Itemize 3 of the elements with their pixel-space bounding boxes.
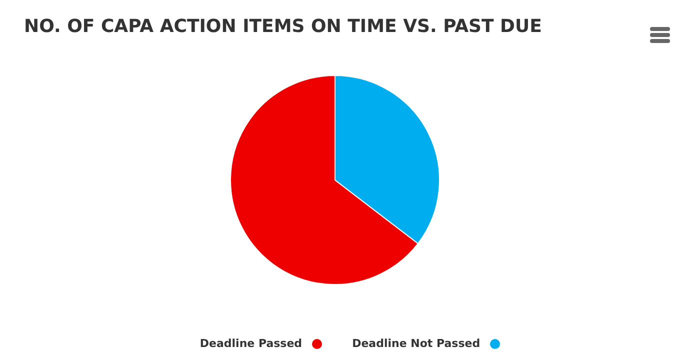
chart-title: NO. OF CAPA ACTION ITEMS ON TIME VS. PAST DUE (24, 16, 542, 37)
legend-label: Deadline Passed (200, 337, 302, 350)
legend-label: Deadline Not Passed (352, 337, 480, 350)
